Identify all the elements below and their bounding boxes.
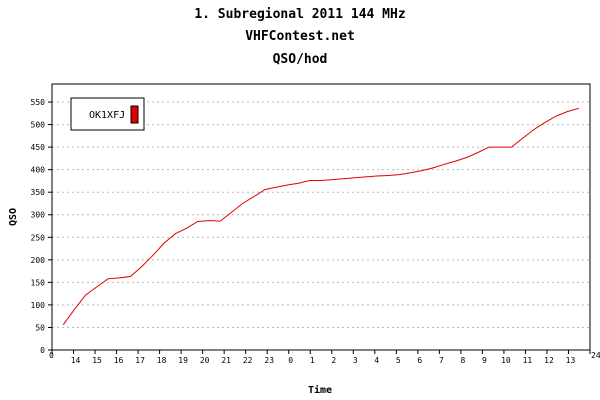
x-tick-label: 14 [71, 356, 81, 365]
y-tick-label: 300 [31, 211, 46, 220]
x-tick-label: 12 [544, 356, 554, 365]
y-tick-label: 0 [40, 346, 45, 355]
chart-title: 1. Subregional 2011 144 MHz [194, 7, 406, 22]
x-tick-label: 6 [417, 356, 422, 365]
y-axis-ticks: 0 50 100 150 200 250 300 350 400 450 500 550 [31, 98, 52, 355]
x-tick-label: 21 [221, 356, 231, 365]
x-tick-label: 18 [157, 356, 167, 365]
y-tick-label: 250 [31, 233, 46, 242]
x-tick-label: 0 [49, 351, 54, 360]
x-axis-ticks: 014 15 16 17 18 19 20 21 22 23 0 1 2 3 4 5 6 7 8 9 10 11 12 132… [49, 350, 600, 365]
x-axis-title: Time [308, 384, 332, 396]
y-axis-title: QSO [8, 208, 19, 226]
y-tick-label: 400 [31, 166, 46, 175]
x-tick-label: 16 [114, 356, 124, 365]
x-tick-label: 22 [243, 356, 253, 365]
x-tick-label: 11 [523, 356, 533, 365]
x-tick-label: 8 [460, 356, 465, 365]
series-line-ok1xfj [62, 107, 579, 326]
y-tick-label: 200 [31, 256, 46, 265]
x-tick-label: 9 [482, 356, 487, 365]
chart-subtitle-metric: QSO/hod [272, 52, 328, 67]
x-tick-label: 17 [135, 356, 145, 365]
x-tick-label: 10 [501, 356, 511, 365]
x-tick-label: 20 [200, 356, 210, 365]
x-tick-label: 4 [374, 356, 379, 365]
x-tick-label: 19 [178, 356, 188, 365]
y-tick-label: 350 [31, 188, 46, 197]
y-tick-label: 150 [31, 278, 46, 287]
y-tick-label: 550 [31, 98, 46, 107]
legend-label: OK1XFJ [89, 110, 125, 121]
grid-lines [52, 101, 590, 328]
x-tick-label: 1 [310, 356, 315, 365]
x-tick-label: 0 [288, 356, 293, 365]
y-tick-label: 500 [31, 121, 46, 130]
x-tick-label: 15 [92, 356, 102, 365]
y-tick-label: 450 [31, 143, 46, 152]
x-tick-label: 13 [566, 356, 576, 365]
legend: OK1XFJ [70, 97, 145, 131]
y-tick-label: 50 [35, 323, 45, 332]
x-tick-label: 5 [396, 356, 401, 365]
x-tick-label: 7 [439, 356, 444, 365]
x-tick-label: 2 [331, 356, 336, 365]
x-tick-label: 23 [264, 356, 274, 365]
chart-subtitle-site: VHFContest.net [245, 29, 355, 44]
x-tick-label: 3 [353, 356, 358, 365]
x-tick-label: 24 [591, 351, 600, 360]
y-tick-label: 100 [31, 301, 46, 310]
legend-swatch [130, 105, 139, 124]
plot-frame [51, 83, 591, 351]
